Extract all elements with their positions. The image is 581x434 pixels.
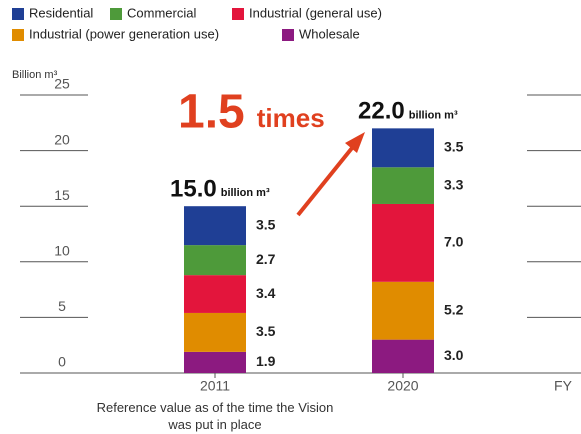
legend-label: Residential <box>29 5 93 20</box>
arrow-head <box>345 132 365 153</box>
legend-swatch <box>12 8 24 20</box>
note-line: was put in place <box>167 417 261 432</box>
x-axis-label: FY <box>554 378 573 394</box>
total-unit: billion m³ <box>221 187 270 199</box>
y-tick-label: 25 <box>54 76 70 92</box>
ratio-unit: times <box>257 103 325 133</box>
legend-swatch <box>232 8 244 20</box>
bar-segment <box>184 312 246 352</box>
legend-label: Wholesale <box>299 26 360 41</box>
legend-label: Commercial <box>127 5 196 20</box>
bar-segment <box>184 245 246 276</box>
x-tick-label: 2020 <box>387 378 418 394</box>
legend-swatch <box>110 8 122 20</box>
legend-label: Industrial (power generation use) <box>29 26 219 41</box>
category-note: Reference value as of the time the Visio… <box>97 400 334 432</box>
y-tick-label: 15 <box>54 187 70 203</box>
total-label: 22.0 <box>358 98 405 125</box>
value-label: 3.5 <box>444 139 464 155</box>
legend-label: Industrial (general use) <box>249 5 382 20</box>
value-label: 3.5 <box>256 323 276 339</box>
bar-segment <box>184 275 246 313</box>
total-label: 15.0 <box>170 176 217 203</box>
y-tick-label: 10 <box>54 243 70 259</box>
note-line: Reference value as of the time the Visio… <box>97 400 334 415</box>
bar-segment <box>184 351 246 373</box>
value-label: 3.5 <box>256 216 276 232</box>
value-label: 1.9 <box>256 353 276 369</box>
y-tick-label: 20 <box>54 131 70 147</box>
bar-segment <box>372 128 434 168</box>
legend-swatch <box>12 29 24 41</box>
value-label: 3.0 <box>444 347 464 363</box>
bar-segment <box>372 167 434 204</box>
bar-segment <box>372 203 434 282</box>
bar-segment <box>184 206 246 246</box>
legend-swatch <box>282 29 294 41</box>
y-tick-label: 0 <box>58 354 66 370</box>
arrow-shaft <box>296 146 354 217</box>
bar-segment <box>372 281 434 340</box>
y-axis-label: Billion m³ <box>12 69 58 81</box>
x-tick-label: 2011 <box>200 378 230 394</box>
value-label: 2.7 <box>256 251 276 267</box>
y-tick-label: 5 <box>58 298 66 314</box>
total-unit: billion m³ <box>409 109 458 121</box>
value-label: 3.3 <box>444 176 464 192</box>
value-label: 7.0 <box>444 234 464 250</box>
value-label: 3.4 <box>256 285 276 301</box>
ratio-value: 1.5 <box>178 86 245 139</box>
bar-segment <box>372 339 434 373</box>
value-label: 5.2 <box>444 301 464 317</box>
